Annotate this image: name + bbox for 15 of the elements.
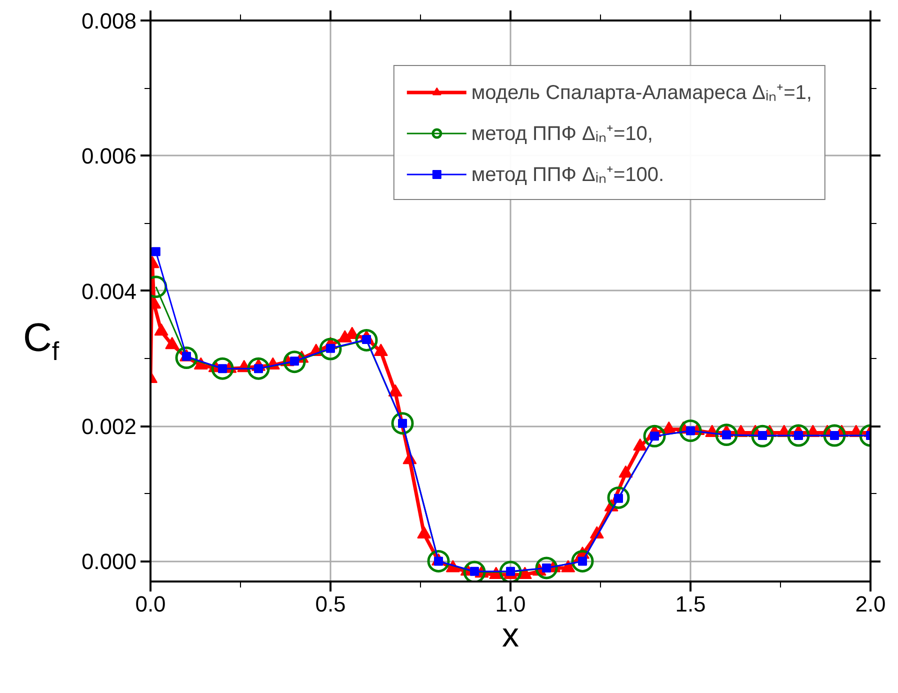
y-tick-label: 0.006 bbox=[81, 144, 137, 169]
y-axis-title: C$_{f}$ bbox=[23, 315, 60, 368]
y-tick-label: 0.004 bbox=[81, 278, 137, 304]
legend-label: метод ППФ Δᵢₙ⁺=10, bbox=[471, 122, 653, 146]
x-axis-title: x bbox=[502, 616, 519, 654]
legend-label: метод ППФ Δᵢₙ⁺=100. bbox=[471, 163, 664, 187]
y-tick-label: 0.008 bbox=[81, 8, 137, 34]
x-tick-label: 1.5 bbox=[675, 592, 706, 616]
y-tick-label: 0.002 bbox=[81, 414, 137, 440]
x-tick-label: 2.0 bbox=[855, 592, 886, 616]
x-tick-label: 1.0 bbox=[495, 592, 526, 616]
x-tick-label: 0.0 bbox=[135, 592, 166, 616]
legend-label: модель Спаларта-Аламареса Δᵢₙ⁺=1, bbox=[471, 81, 812, 105]
x-tick-label: 0.5 bbox=[315, 592, 346, 616]
y-tick-label: 0.000 bbox=[81, 549, 137, 574]
